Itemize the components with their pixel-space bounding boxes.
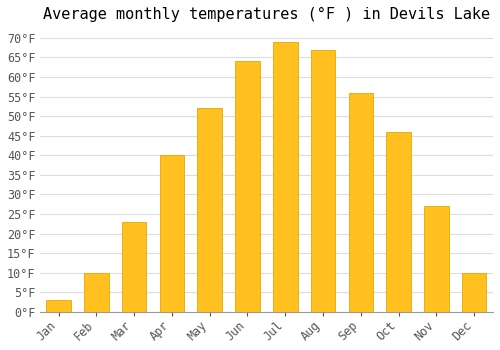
Bar [235,61,260,312]
Bar [310,50,336,312]
Bar [198,108,222,312]
Bar [424,206,448,312]
Title: Average monthly temperatures (°F ) in Devils Lake: Average monthly temperatures (°F ) in De… [43,7,490,22]
Bar [386,132,411,312]
Bar [46,300,71,312]
Bar [160,155,184,312]
Bar [122,222,146,312]
Bar [462,273,486,312]
Bar [348,93,373,312]
Bar [273,42,297,312]
Bar [84,273,108,312]
